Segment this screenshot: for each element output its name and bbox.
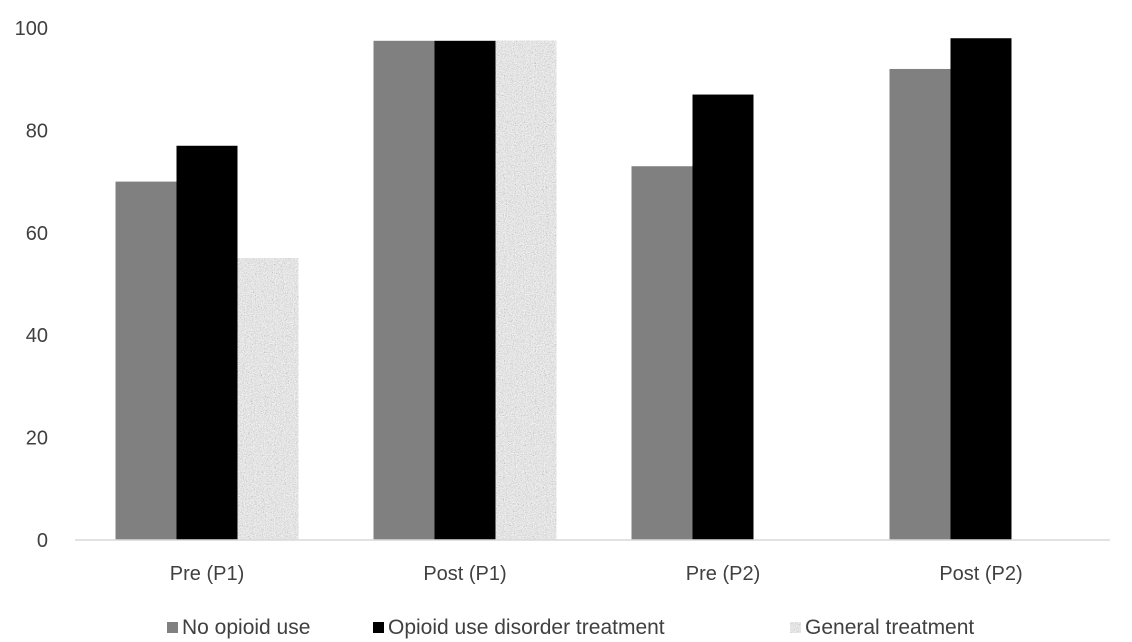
bar-no-opioid-use-post-p2 <box>889 68 951 541</box>
legend-label: Opioid use disorder treatment <box>388 616 665 639</box>
bars <box>115 38 1012 541</box>
x-tick-label: Post (P2) <box>939 563 1022 585</box>
legend-label: General treatment <box>805 616 974 639</box>
x-tick-label: Post (P1) <box>423 563 506 585</box>
bar-general-treatment-pre-p1 <box>237 258 299 540</box>
legend-label: No opioid use <box>182 616 310 639</box>
x-tick-label: Pre (P2) <box>686 563 760 585</box>
y-tick-label: 0 <box>37 530 48 552</box>
bar-no-opioid-use-post-p1 <box>373 40 435 541</box>
legend-swatch <box>790 622 801 633</box>
legend: No opioid use Opioid use disorder treatme… <box>167 616 974 639</box>
legend-swatch <box>373 622 384 633</box>
x-tick-label: Pre (P1) <box>170 563 244 585</box>
bar-no-opioid-use-pre-p2 <box>631 166 693 541</box>
y-axis: 0 20 40 60 80 100 <box>15 18 48 552</box>
legend-swatch <box>167 622 178 633</box>
x-axis: Pre (P1) Post (P1) Pre (P2) Post (P2) <box>170 563 1023 585</box>
bar-general-treatment-post-p1 <box>495 40 557 541</box>
bar-opioid-use-disorder-treatment-pre-p1 <box>176 145 238 540</box>
y-tick-label: 100 <box>15 18 48 40</box>
bar-opioid-use-disorder-treatment-post-p2 <box>950 38 1012 541</box>
y-tick-label: 40 <box>26 325 48 347</box>
bar-opioid-use-disorder-treatment-pre-p2 <box>692 94 754 540</box>
y-tick-label: 80 <box>26 120 48 142</box>
bar-opioid-use-disorder-treatment-post-p1 <box>434 40 496 541</box>
y-tick-label: 20 <box>26 428 48 450</box>
y-tick-label: 60 <box>26 223 48 245</box>
bar-no-opioid-use-pre-p1 <box>115 181 177 540</box>
